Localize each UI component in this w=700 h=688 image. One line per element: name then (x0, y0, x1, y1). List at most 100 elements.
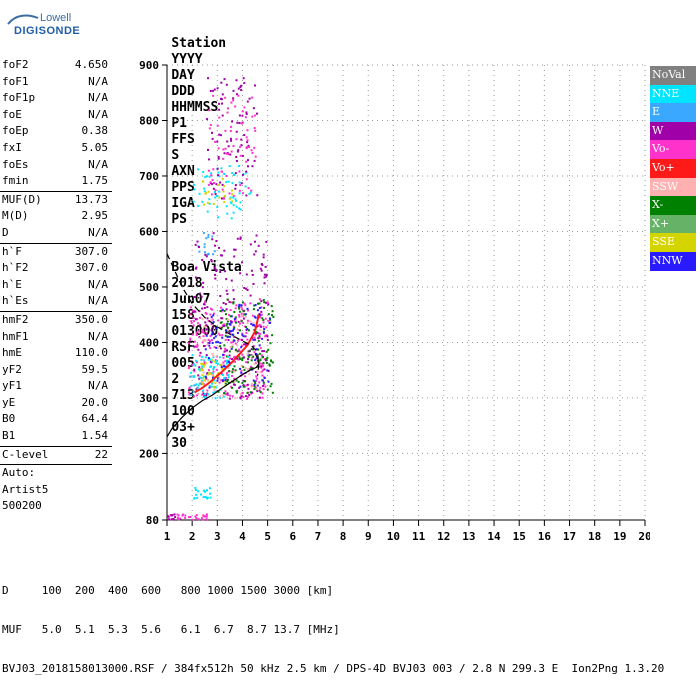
echo-point (254, 240, 257, 243)
echo-point (237, 94, 240, 97)
param-value: 1.54 (81, 429, 109, 443)
x-tick-label: 10 (387, 530, 400, 543)
echo-point (216, 206, 219, 209)
echo-point (191, 310, 194, 313)
echo-point (205, 175, 208, 178)
echo-point (261, 396, 264, 399)
param-row: foF1 N/A (0, 75, 112, 92)
echo-point (189, 339, 192, 342)
echo-point (229, 153, 232, 156)
echo-point (240, 122, 243, 125)
echo-point (229, 320, 232, 323)
echo-point (256, 370, 259, 373)
echo-point (201, 307, 204, 310)
param-row: foE N/A (0, 108, 112, 125)
x-tick-label: 8 (340, 530, 347, 543)
echo-point (209, 313, 212, 316)
echo-point (211, 183, 214, 186)
echo-point (242, 379, 245, 382)
echo-point (231, 333, 234, 336)
echo-point (250, 348, 253, 351)
echo-point (238, 114, 241, 117)
echo-point (258, 323, 261, 326)
echo-point (192, 333, 195, 336)
echo-point (258, 344, 261, 347)
param-name: Artist5 (2, 482, 49, 496)
echo-point (168, 518, 171, 521)
echo-point (238, 303, 241, 306)
echo-point (211, 235, 214, 238)
echo-point (208, 198, 211, 201)
x-tick-label: 19 (613, 530, 626, 543)
echo-point (254, 338, 257, 341)
echo-point (228, 331, 231, 334)
echo-point (217, 174, 220, 177)
echo-point (236, 121, 239, 124)
echo-point (207, 393, 210, 396)
echo-point (239, 272, 242, 275)
echo-point (210, 329, 213, 332)
echo-point (172, 517, 175, 520)
echo-point (262, 330, 265, 333)
echo-point (249, 191, 252, 194)
echo-point (238, 170, 241, 173)
echo-point (246, 353, 249, 356)
echo-point (225, 289, 228, 292)
hdr-value-ddd: 158 (171, 308, 195, 323)
echo-point (203, 395, 206, 398)
echo-point (245, 170, 248, 173)
echo-point (193, 340, 196, 343)
echo-point (218, 183, 221, 186)
echo-point (209, 339, 212, 342)
echo-point (220, 170, 223, 173)
echo-point (210, 193, 213, 196)
echo-point (208, 487, 211, 490)
echo-point (242, 77, 245, 80)
echo-point (176, 516, 179, 519)
echo-point (222, 148, 225, 151)
echo-point (211, 352, 214, 355)
echo-point (210, 317, 213, 320)
echo-point (258, 312, 261, 315)
echo-point (225, 318, 228, 321)
echo-point (228, 335, 231, 338)
echo-point (202, 371, 205, 374)
echo-point (195, 345, 198, 348)
echo-point (260, 366, 263, 369)
echo-point (243, 106, 246, 109)
echo-point (193, 345, 196, 348)
echo-point (230, 301, 233, 304)
echo-point (238, 192, 241, 195)
echo-point (225, 324, 228, 327)
echo-point (203, 379, 206, 382)
echo-point (238, 181, 241, 184)
echo-point (242, 313, 245, 316)
echo-point (217, 147, 220, 150)
echo-point (232, 145, 235, 148)
hdr-label-iga: IGA (171, 196, 195, 211)
param-row: hmF2 350.0 (0, 313, 112, 330)
echo-point (189, 515, 192, 518)
echo-point (212, 391, 215, 394)
echo-point (230, 137, 233, 140)
echo-point (203, 246, 206, 249)
echo-point (226, 111, 229, 114)
echo-point (211, 341, 214, 344)
echo-point (262, 253, 265, 256)
echo-point (204, 496, 207, 499)
echo-point (226, 349, 229, 352)
echo-point (192, 200, 195, 203)
echo-point (233, 310, 236, 313)
echo-point (259, 386, 262, 389)
ionogram-plot: 1 2 3 4 5 6 7 8 9 10 11 12 13 14 15 16 17 18 19 20802003004… (139, 59, 650, 543)
echo-point (259, 267, 262, 270)
echo-point (234, 380, 237, 383)
echo-point (260, 365, 263, 368)
echo-point (232, 383, 235, 386)
echo-point (219, 395, 222, 398)
echo-point (194, 276, 197, 279)
echo-point (187, 342, 190, 345)
echo-point (250, 366, 253, 369)
echo-point (253, 388, 256, 391)
echo-point (262, 256, 265, 259)
